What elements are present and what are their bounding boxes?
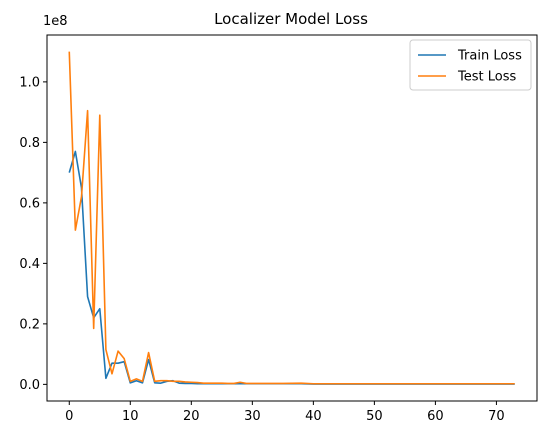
plot-frame [46,34,538,402]
x-tick-label: 70 [488,409,505,424]
x-tick-label: 30 [244,409,261,424]
legend-label-train-loss: Train Loss [457,49,522,64]
x-tick-label: 50 [366,409,383,424]
series-line-train-loss [68,150,515,385]
y-offset-label: 1e8 [43,14,68,29]
y-tick-label: 0.2 [19,317,40,332]
axis-ticks: 0 10 20 30 40 50 60 70 0.0 0.2 0.4 0.6 0.8 1.0 [19,75,504,424]
x-tick-label: 20 [183,409,200,424]
y-tick-label: 0.8 [19,136,40,151]
x-tick-label: 60 [427,409,444,424]
legend-box [409,39,532,91]
legend: Train Loss Test Loss [409,39,532,91]
y-tick-label: 0.6 [19,196,40,211]
y-tick-label: 0.4 [19,257,40,272]
x-tick-label: 0 [65,409,73,424]
x-tick-label: 10 [122,409,139,424]
y-tick-label: 0.0 [19,378,40,393]
x-tick-label: 40 [305,409,322,424]
legend-label-test-loss: Test Loss [457,70,516,85]
series-layer [68,51,515,385]
chart-title: Localizer Model Loss [214,10,368,28]
y-tick-label: 1.0 [19,75,40,90]
series-line-test-loss [68,51,515,385]
